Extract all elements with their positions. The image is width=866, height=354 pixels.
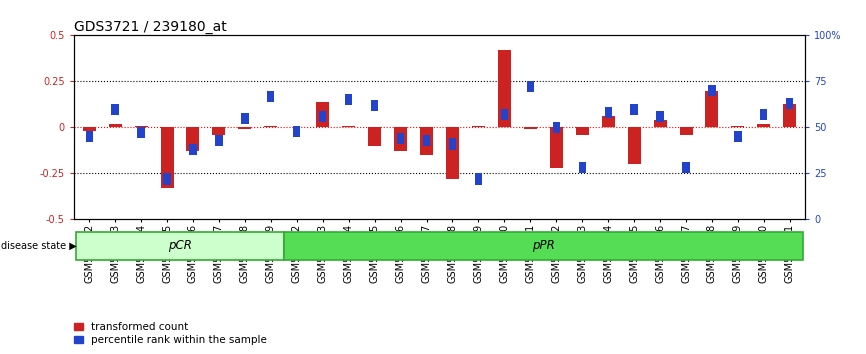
Bar [284, 232, 803, 261]
Bar [527, 81, 534, 92]
Bar [397, 133, 404, 144]
Bar [86, 131, 93, 142]
Bar [708, 85, 715, 96]
Bar [108, 124, 121, 127]
Bar [164, 173, 171, 184]
Bar [449, 138, 456, 149]
Bar [706, 91, 719, 127]
Bar [550, 127, 563, 168]
Text: disease state ▶: disease state ▶ [1, 241, 76, 251]
Bar [732, 126, 745, 127]
Bar [420, 127, 433, 155]
Legend: transformed count, percentile rank within the sample: transformed count, percentile rank withi… [74, 322, 267, 345]
Bar [758, 124, 771, 127]
Bar [472, 126, 485, 127]
Bar [394, 127, 407, 152]
Bar [680, 127, 693, 135]
Bar [630, 103, 637, 115]
Bar [268, 91, 275, 102]
Bar [186, 127, 199, 152]
Bar [604, 107, 611, 118]
Bar [576, 127, 589, 135]
Bar [524, 127, 537, 129]
Bar [475, 173, 482, 184]
Bar [446, 127, 459, 179]
Bar [319, 111, 326, 122]
Bar [656, 111, 663, 122]
Bar [342, 126, 355, 127]
Bar [784, 103, 797, 127]
Bar [553, 122, 560, 133]
Bar [760, 109, 767, 120]
Bar [682, 162, 689, 173]
Bar [368, 127, 381, 146]
Text: GDS3721 / 239180_at: GDS3721 / 239180_at [74, 21, 226, 34]
Bar [501, 109, 508, 120]
Bar [82, 127, 95, 131]
Bar [216, 135, 223, 146]
Bar [160, 127, 173, 188]
Bar [371, 100, 378, 111]
Bar [76, 232, 284, 261]
Bar [654, 120, 667, 127]
Bar [138, 127, 145, 138]
Bar [734, 131, 741, 142]
Bar [423, 135, 430, 146]
Bar [293, 126, 301, 137]
Bar [134, 126, 147, 127]
Bar [190, 144, 197, 155]
Bar [264, 126, 277, 127]
Text: pPR: pPR [532, 239, 554, 252]
Bar [345, 94, 352, 105]
Bar [316, 102, 329, 127]
Bar [498, 50, 511, 127]
Text: pCR: pCR [168, 239, 192, 252]
Bar [242, 113, 249, 124]
Bar [628, 127, 641, 164]
Bar [786, 98, 793, 109]
Bar [238, 127, 251, 129]
Bar [578, 162, 585, 173]
Bar [112, 103, 119, 115]
Bar [212, 127, 225, 135]
Bar [602, 116, 615, 127]
